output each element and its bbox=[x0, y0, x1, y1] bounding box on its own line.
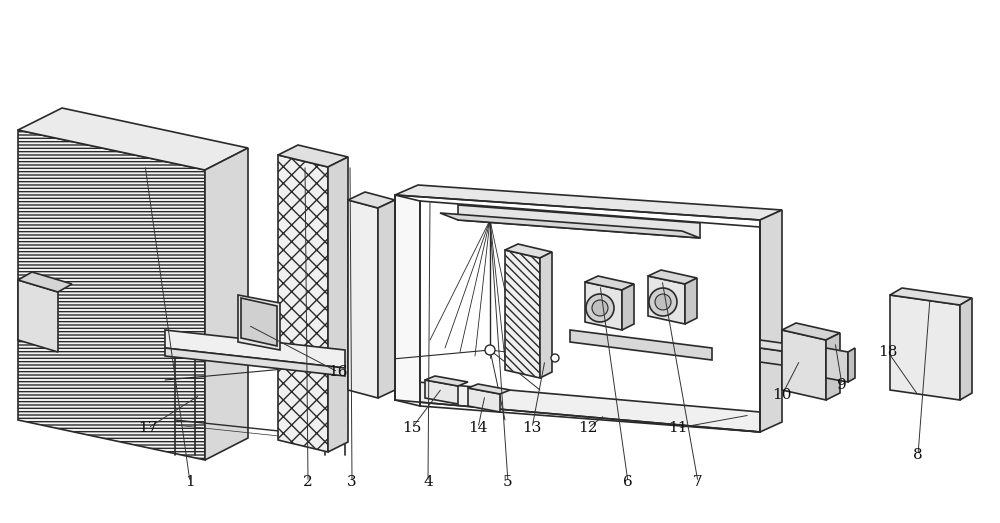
Polygon shape bbox=[848, 348, 855, 382]
Polygon shape bbox=[425, 376, 468, 386]
Polygon shape bbox=[440, 213, 700, 238]
Polygon shape bbox=[505, 244, 552, 258]
Polygon shape bbox=[18, 272, 72, 292]
Text: 13: 13 bbox=[522, 421, 542, 435]
Polygon shape bbox=[241, 298, 277, 346]
Polygon shape bbox=[826, 348, 848, 382]
Text: 2: 2 bbox=[303, 475, 313, 489]
Polygon shape bbox=[395, 185, 782, 220]
Text: 16: 16 bbox=[328, 365, 348, 379]
Polygon shape bbox=[18, 130, 205, 460]
Text: 3: 3 bbox=[347, 475, 357, 489]
Polygon shape bbox=[348, 192, 395, 208]
Text: 14: 14 bbox=[468, 421, 488, 435]
Polygon shape bbox=[165, 348, 345, 376]
Polygon shape bbox=[278, 145, 348, 167]
Text: 5: 5 bbox=[503, 475, 513, 489]
Text: 7: 7 bbox=[693, 475, 703, 489]
Polygon shape bbox=[760, 340, 810, 355]
Polygon shape bbox=[685, 278, 697, 324]
Polygon shape bbox=[826, 333, 840, 400]
Polygon shape bbox=[648, 270, 697, 284]
Polygon shape bbox=[328, 157, 348, 452]
Text: 6: 6 bbox=[623, 475, 633, 489]
Polygon shape bbox=[468, 388, 500, 412]
Polygon shape bbox=[585, 282, 622, 330]
Text: 18: 18 bbox=[878, 345, 898, 359]
Polygon shape bbox=[18, 108, 248, 170]
Polygon shape bbox=[782, 323, 840, 340]
Text: 10: 10 bbox=[772, 388, 792, 402]
Polygon shape bbox=[425, 380, 458, 404]
Circle shape bbox=[655, 294, 671, 310]
Text: 17: 17 bbox=[138, 421, 158, 435]
Circle shape bbox=[485, 345, 495, 355]
Polygon shape bbox=[570, 330, 712, 360]
Text: 15: 15 bbox=[402, 421, 422, 435]
Circle shape bbox=[592, 300, 608, 316]
Polygon shape bbox=[378, 200, 395, 398]
Polygon shape bbox=[760, 210, 782, 432]
Circle shape bbox=[551, 354, 559, 362]
Polygon shape bbox=[540, 252, 552, 378]
Polygon shape bbox=[458, 205, 700, 238]
Polygon shape bbox=[890, 295, 960, 400]
Polygon shape bbox=[205, 148, 248, 460]
Text: 4: 4 bbox=[423, 475, 433, 489]
Polygon shape bbox=[960, 298, 972, 400]
Circle shape bbox=[586, 294, 614, 322]
Polygon shape bbox=[395, 195, 420, 406]
Polygon shape bbox=[18, 280, 58, 352]
Text: 12: 12 bbox=[578, 421, 598, 435]
Polygon shape bbox=[238, 295, 280, 350]
Polygon shape bbox=[165, 330, 345, 368]
Polygon shape bbox=[622, 284, 634, 330]
Text: 9: 9 bbox=[837, 378, 847, 392]
Polygon shape bbox=[648, 276, 685, 324]
Polygon shape bbox=[505, 250, 540, 378]
Circle shape bbox=[649, 288, 677, 316]
Text: 11: 11 bbox=[668, 421, 688, 435]
Polygon shape bbox=[585, 276, 634, 290]
Polygon shape bbox=[395, 380, 760, 432]
Polygon shape bbox=[782, 330, 826, 400]
Text: 1: 1 bbox=[185, 475, 195, 489]
Polygon shape bbox=[278, 155, 328, 452]
Text: 8: 8 bbox=[913, 448, 923, 462]
Polygon shape bbox=[890, 288, 972, 305]
Polygon shape bbox=[468, 384, 510, 394]
Polygon shape bbox=[348, 200, 378, 398]
